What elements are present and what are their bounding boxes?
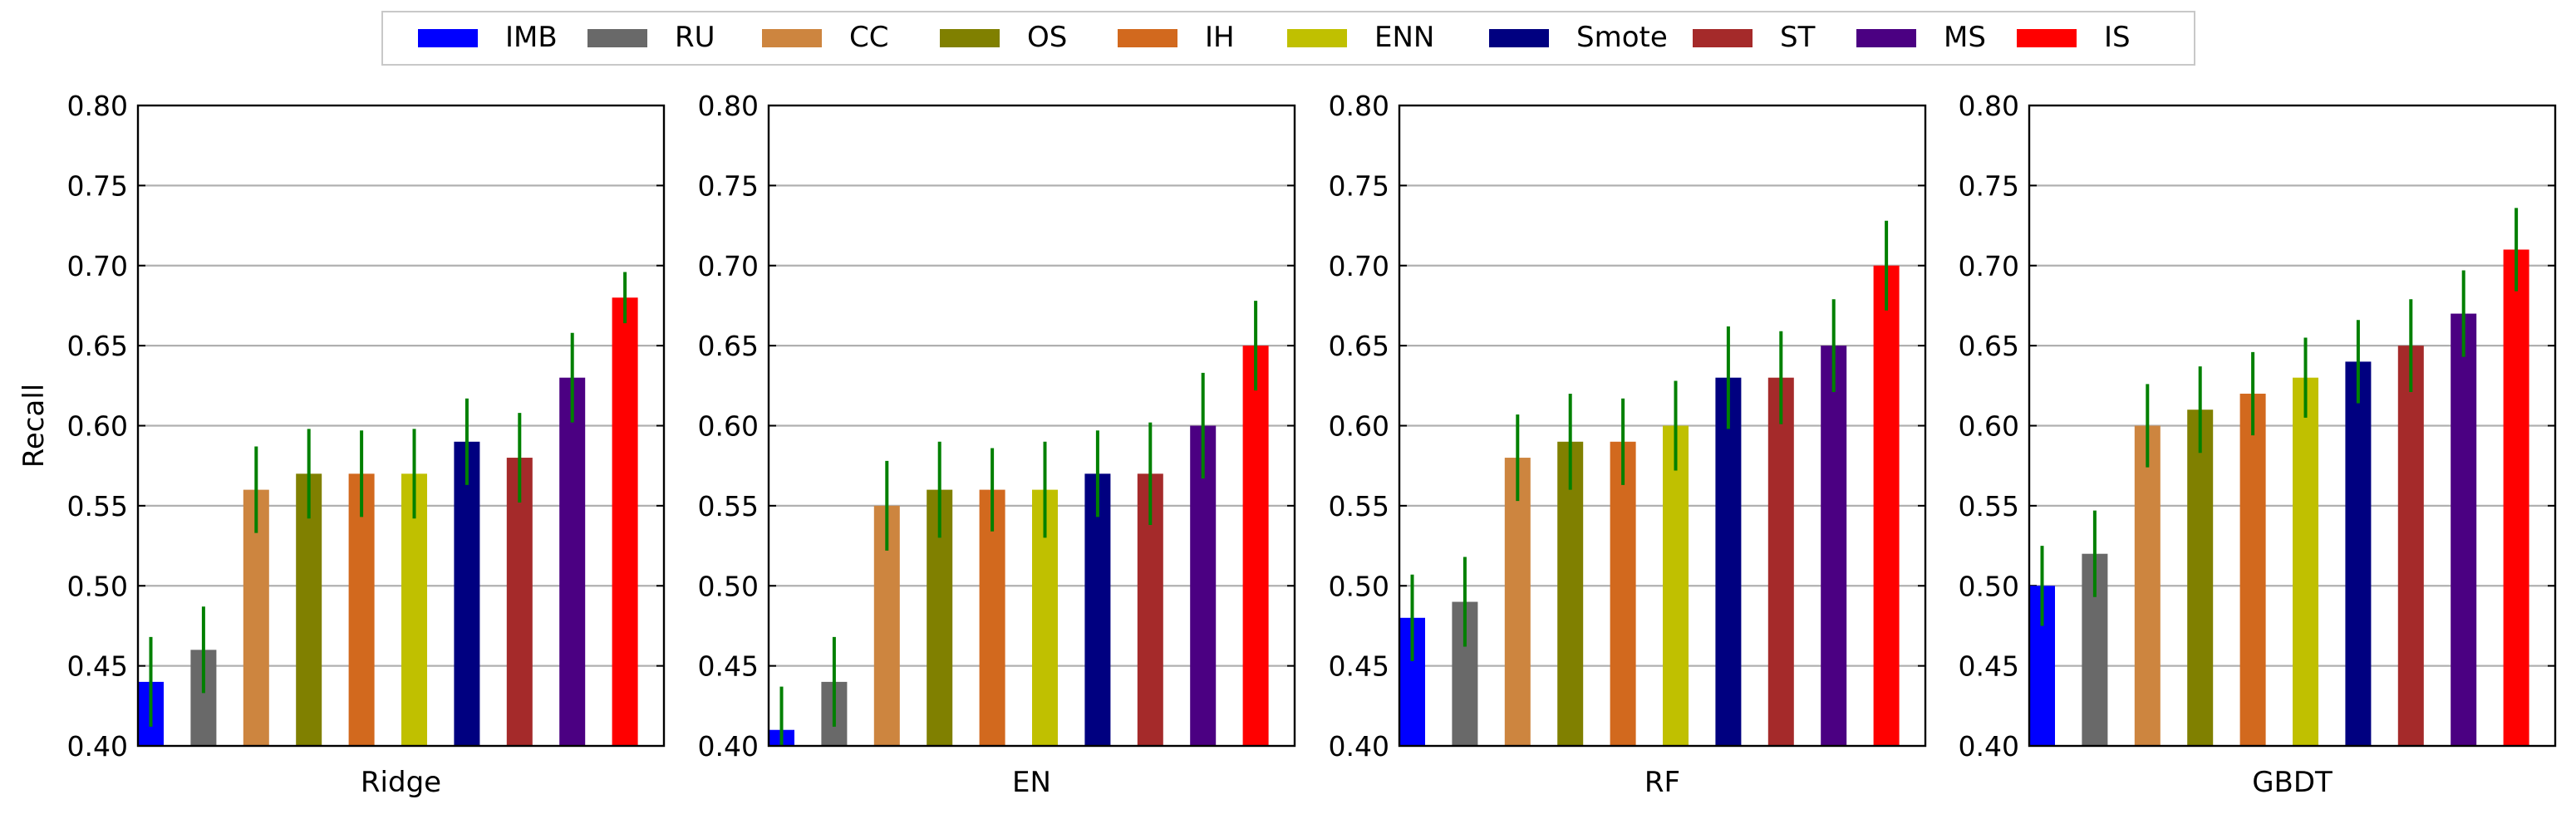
panel-rf: 0.40 0.45 0.50 0.55 0.60 0.65 0.70 0.75 0.80 RF: [1329, 90, 1927, 799]
legend-label-imb: IMB: [505, 21, 558, 54]
x-axis-label: GBDT: [2252, 766, 2333, 799]
y-tick-label: 0.60: [698, 410, 759, 443]
bar-is: [612, 297, 638, 746]
bar-enn: [1663, 425, 1689, 746]
y-tick-label: 0.40: [67, 730, 128, 763]
y-tick-label: 0.50: [698, 570, 759, 602]
y-tick-label: 0.70: [1959, 250, 2019, 282]
y-tick-label: 0.45: [698, 650, 759, 683]
legend-swatch-smote: [1489, 29, 1549, 47]
bar-smote: [1715, 377, 1742, 746]
legend-swatch-imb: [418, 29, 478, 47]
bar-cc: [2134, 425, 2161, 746]
y-tick-label: 0.55: [67, 490, 128, 522]
panel-gbdt: 0.40 0.45 0.50 0.55 0.60 0.65 0.70 0.75 0.80 GBDT: [1959, 90, 2557, 799]
y-tick-label: 0.70: [698, 250, 759, 282]
legend-label-smote: Smote: [1576, 21, 1668, 54]
y-tick-label: 0.75: [698, 169, 759, 202]
bar-smote: [2345, 361, 2372, 746]
legend: IMB RU CC OS IH ENN Smote ST MS IS: [381, 11, 2195, 66]
legend-swatch-os: [940, 29, 1000, 47]
legend-swatch-is: [2017, 29, 2077, 47]
panel-en: 0.40 0.45 0.50 0.55 0.60 0.65 0.70 0.75 0.80 EN: [698, 90, 1296, 799]
y-tick-label: 0.50: [1959, 570, 2019, 602]
bar-st: [1767, 377, 1794, 746]
y-tick-label: 0.65: [67, 330, 128, 362]
bar-is: [2503, 249, 2529, 747]
y-tick-label: 0.65: [698, 330, 759, 362]
bar-enn: [401, 473, 427, 746]
legend-swatch-st: [1693, 29, 1753, 47]
y-tick-label: 0.75: [1329, 169, 1389, 202]
bar-st: [506, 458, 533, 746]
legend-swatch-ru: [587, 29, 647, 47]
y-tick-label: 0.75: [67, 169, 128, 202]
legend-label-os: OS: [1027, 21, 1067, 54]
bar-enn: [2293, 377, 2318, 746]
panel-ridge: 0.40 0.45 0.50 0.55 0.60 0.65 0.70 0.75 0.80 Ridg…: [17, 90, 666, 799]
y-tick-label: 0.65: [1959, 330, 2019, 362]
y-tick-label: 0.80: [67, 90, 128, 122]
y-tick-label: 0.45: [67, 650, 128, 683]
y-tick-label: 0.40: [1329, 730, 1389, 763]
legend-label-ru: RU: [675, 21, 715, 54]
bar-ms: [559, 377, 586, 746]
bar-is: [1242, 346, 1269, 746]
legend-label-st: ST: [1780, 21, 1816, 54]
legend-label-enn: ENN: [1374, 21, 1434, 54]
y-tick-label: 0.55: [1329, 490, 1389, 522]
bar-ms: [1190, 425, 1217, 746]
y-tick-label: 0.70: [1329, 250, 1389, 282]
y-tick-label: 0.40: [698, 730, 759, 763]
bar-ms: [1821, 346, 1847, 746]
bar-ih: [979, 489, 1005, 746]
axes-frame: [767, 104, 1296, 748]
axes-frame: [1398, 104, 1927, 748]
bar-ms: [2451, 313, 2477, 746]
y-tick-label: 0.65: [1329, 330, 1389, 362]
bar-os: [296, 473, 322, 746]
y-tick-label: 0.55: [1959, 490, 2019, 522]
legend-swatch-cc: [762, 29, 822, 47]
bar-ih: [1610, 441, 1636, 746]
x-axis-label: EN: [1012, 766, 1051, 799]
y-tick-label: 0.80: [698, 90, 759, 122]
y-tick-label: 0.80: [1329, 90, 1389, 122]
y-tick-label: 0.45: [1959, 650, 2019, 683]
axes-frame: [2028, 104, 2557, 748]
legend-swatch-ms: [1856, 29, 1916, 47]
axes-frame: [136, 104, 666, 748]
y-tick-label: 0.60: [1959, 410, 2019, 443]
y-tick-label: 0.70: [67, 250, 128, 282]
x-axis-label: RF: [1644, 766, 1680, 799]
legend-swatch-enn: [1287, 29, 1347, 47]
y-tick-label: 0.55: [698, 490, 759, 522]
bar-st: [2397, 346, 2424, 746]
bar-cc: [1504, 458, 1531, 746]
bar-is: [1873, 265, 1900, 746]
bar-ih: [348, 473, 375, 746]
x-axis-label: Ridge: [361, 766, 441, 799]
bar-smote: [1084, 473, 1111, 746]
y-axis-label: Recall: [17, 384, 51, 468]
bar-os: [1557, 441, 1584, 746]
y-tick-label: 0.60: [67, 410, 128, 443]
legend-label-ih: IH: [1205, 21, 1235, 54]
bar-ih: [2239, 393, 2266, 746]
y-tick-label: 0.40: [1959, 730, 2019, 763]
y-tick-label: 0.75: [1959, 169, 2019, 202]
y-tick-label: 0.45: [1329, 650, 1389, 683]
y-tick-label: 0.50: [1329, 570, 1389, 602]
y-tick-label: 0.80: [1959, 90, 2019, 122]
y-tick-label: 0.50: [67, 570, 128, 602]
legend-label-cc: CC: [849, 21, 888, 54]
bar-smote: [454, 441, 480, 746]
legend-label-ms: MS: [1944, 21, 1986, 54]
bar-os: [2187, 410, 2214, 746]
legend-swatch-ih: [1118, 29, 1177, 47]
y-tick-label: 0.60: [1329, 410, 1389, 443]
legend-label-is: IS: [2104, 21, 2131, 54]
